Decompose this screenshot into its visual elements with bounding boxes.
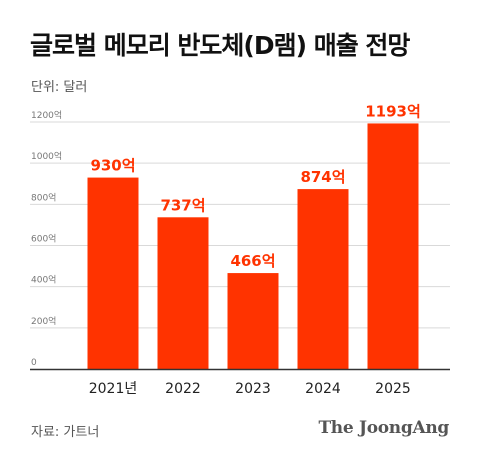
y-tick-label: 0 xyxy=(31,358,37,368)
unit-label: 단위: 달러 xyxy=(31,80,88,95)
y-tick-label: 1200억 xyxy=(31,109,62,121)
chart-title: 글로벌 메모리 반도체(D램) 매출 전망 xyxy=(30,31,410,60)
bar xyxy=(297,189,349,369)
y-tick-label: 200억 xyxy=(31,315,56,327)
bar-value-label: 874억 xyxy=(300,168,345,186)
bar xyxy=(227,273,279,369)
bar-value-label: 737억 xyxy=(160,196,205,214)
y-tick-label: 400억 xyxy=(31,274,56,286)
x-tick-label: 2025 xyxy=(375,381,411,397)
bar xyxy=(367,123,419,370)
x-tick-label: 2024 xyxy=(305,381,341,397)
x-tick-label: 2022 xyxy=(165,381,201,397)
bar-value-label: 930억 xyxy=(90,157,135,175)
y-tick-label: 800억 xyxy=(31,191,56,203)
source-label: 자료: 가트너 xyxy=(31,425,100,440)
bar xyxy=(87,177,139,369)
publisher-logo: The JoongAng xyxy=(318,418,449,438)
x-tick-label: 2021년 xyxy=(89,381,138,397)
y-tick-label: 1000억 xyxy=(31,150,62,162)
bar-value-label: 466억 xyxy=(230,252,275,270)
bar-value-label: 1193억 xyxy=(365,102,421,120)
x-tick-label: 2023 xyxy=(235,381,271,397)
y-tick-label: 600억 xyxy=(31,233,56,245)
bar xyxy=(157,217,209,369)
